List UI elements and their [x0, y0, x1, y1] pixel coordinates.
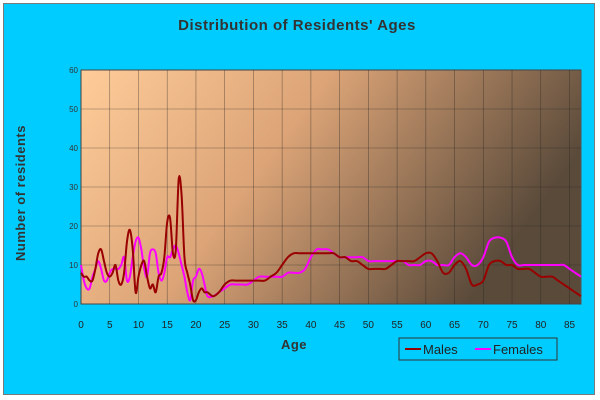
chart-frame: Distribution of Residents' Ages 0 10 20 30 4…	[3, 3, 595, 395]
x-axis-title: Age	[281, 337, 307, 352]
x-tick-label: 15	[162, 320, 174, 331]
y-tick-label: 30	[69, 183, 78, 192]
x-tick-label: 30	[248, 320, 260, 331]
x-tick-label: 75	[506, 320, 518, 331]
series-lines	[80, 174, 582, 303]
x-tick-label: 70	[478, 320, 490, 331]
x-tick-label: 10	[133, 320, 145, 331]
x-tick-label: 65	[449, 320, 461, 331]
y-tick-label: 40	[69, 144, 78, 153]
x-tick-label: 85	[564, 320, 576, 331]
y-tick-label: 60	[69, 66, 78, 75]
x-tick-label: 20	[190, 320, 202, 331]
legend-label-males: Males	[423, 342, 458, 357]
y-tick-label: 10	[69, 261, 78, 270]
chart-title: Distribution of Residents' Ages	[178, 17, 416, 34]
x-tick-label: 80	[535, 320, 547, 331]
legend-box	[398, 337, 558, 361]
series-line-males	[80, 174, 582, 303]
x-tick-label: 45	[334, 320, 346, 331]
y-tick-label: 0	[74, 300, 79, 309]
y-tick-label: 20	[69, 222, 78, 231]
x-axis-ticks: 0 5 10 15 20 25 30 35 40 45 50 55 60 65 70 75 80 85	[78, 320, 575, 331]
x-tick-label: 0	[78, 320, 84, 331]
x-tick-label: 55	[392, 320, 404, 331]
legend-label-females: Females	[493, 342, 543, 357]
x-tick-label: 40	[305, 320, 317, 331]
x-tick-label: 50	[363, 320, 375, 331]
y-tick-label: 50	[69, 105, 78, 114]
x-tick-label: 25	[219, 320, 231, 331]
x-tick-label: 60	[420, 320, 432, 331]
legend: Males Females	[398, 337, 558, 361]
x-tick-label: 35	[277, 320, 289, 331]
chart-svg: Distribution of Residents' Ages 0 10 20 30 4…	[13, 17, 582, 361]
y-axis-ticks: 0 10 20 30 40 50 60	[69, 66, 78, 309]
x-tick-label: 5	[107, 320, 113, 331]
y-axis-title: Number of residents	[13, 125, 28, 261]
